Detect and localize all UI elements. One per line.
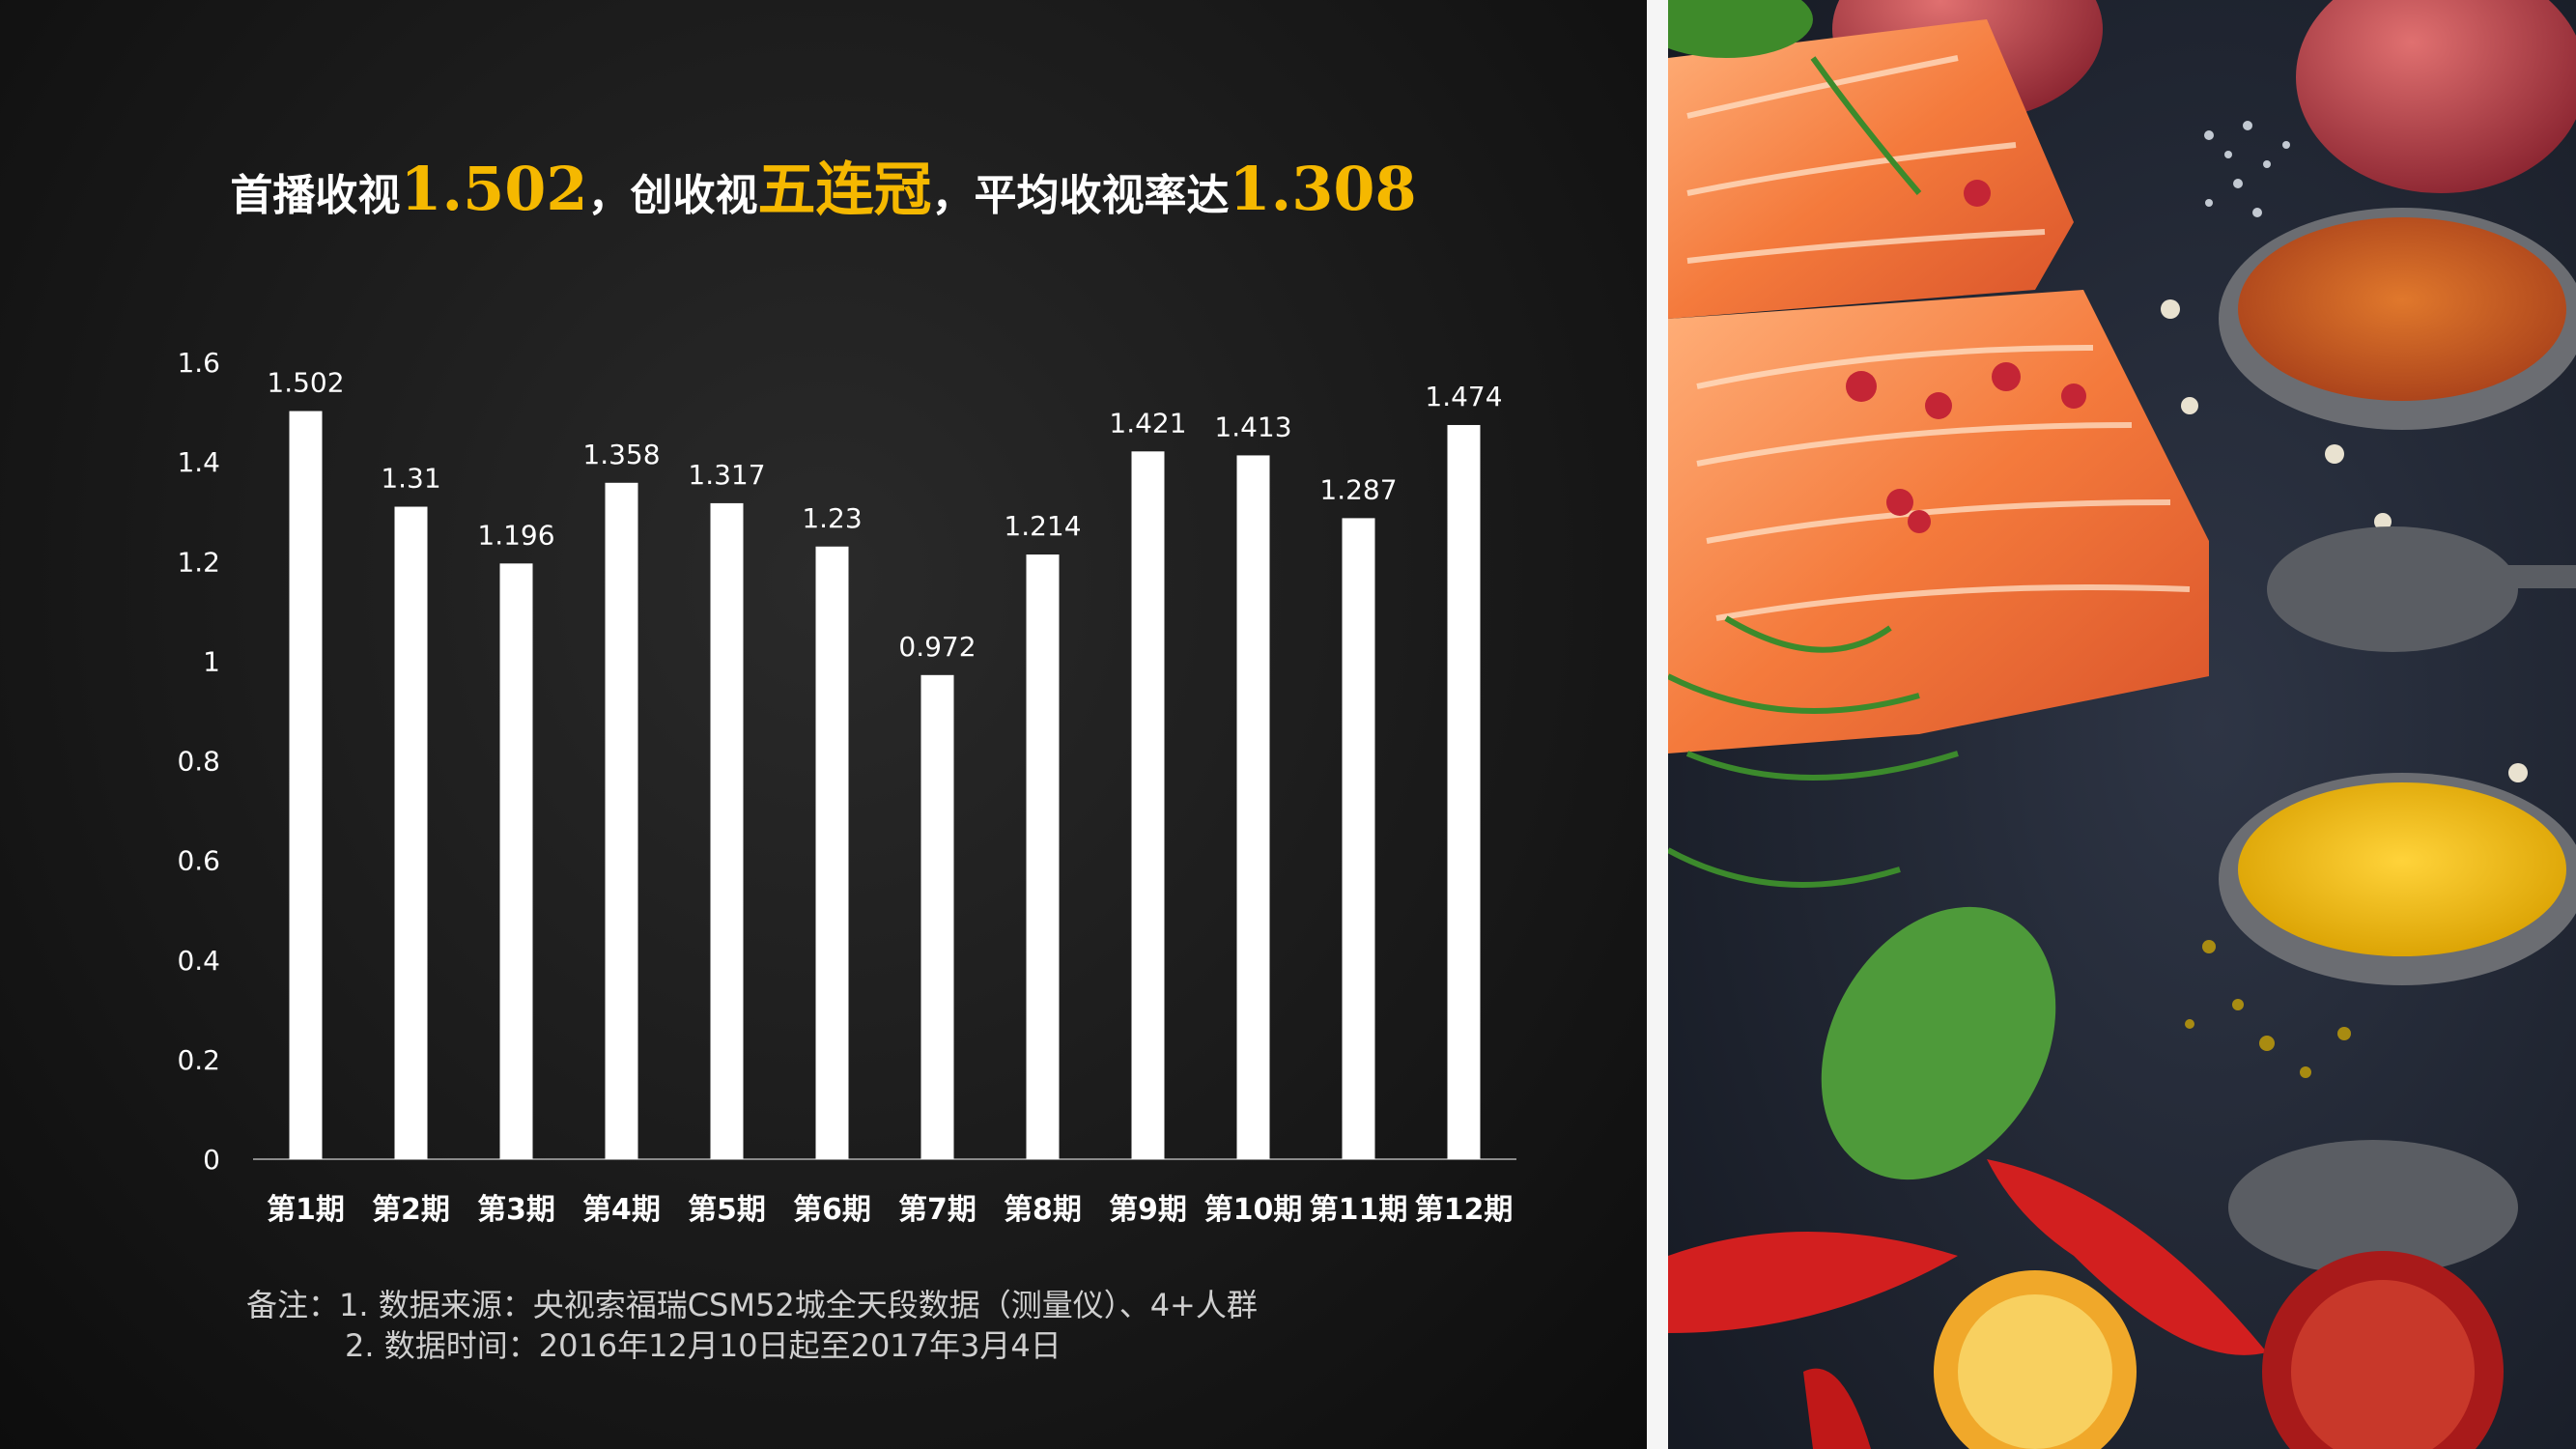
bar — [499, 563, 533, 1159]
x-tick-label: 第10期 — [1204, 1193, 1303, 1227]
notes: 备注：1. 数据来源：央视索福瑞CSM52城全天段数据（测量仪）、4+人群 2.… — [246, 1285, 1258, 1366]
note-line-1: 备注：1. 数据来源：央视索福瑞CSM52城全天段数据（测量仪）、4+人群 — [246, 1287, 1258, 1323]
data-label: 1.358 — [582, 439, 660, 470]
chili-pepper — [1803, 1368, 1871, 1449]
bar — [1026, 554, 1060, 1159]
chart-panel: 首播收视1.502，创收视五连冠，平均收视率达1.308 0 0.2 0.4 0.6 0… — [0, 0, 1647, 1449]
basil-leaf — [1668, 0, 1813, 58]
x-tick-label: 第9期 — [1109, 1193, 1187, 1227]
salmon-fillet — [1668, 19, 2074, 319]
bar — [1447, 424, 1481, 1159]
headline-highlight: 五连冠 — [757, 156, 932, 224]
bar — [1342, 518, 1375, 1159]
y-tick-label: 0.2 — [177, 1044, 220, 1076]
x-tick-label: 第6期 — [793, 1193, 871, 1227]
data-label: 1.413 — [1214, 411, 1291, 442]
bar — [289, 411, 323, 1159]
x-tick-label: 第7期 — [898, 1193, 977, 1227]
bar — [1236, 455, 1270, 1159]
turmeric-dust — [2185, 940, 2351, 1078]
yellow-tomato-flesh — [1958, 1294, 2112, 1449]
data-label: 1.214 — [1004, 510, 1081, 542]
red-tomato-flesh — [2291, 1280, 2475, 1449]
bar — [815, 546, 849, 1159]
x-tick-label: 第11期 — [1310, 1193, 1408, 1227]
headline-value1: 1.502 — [400, 154, 588, 224]
x-tick-label: 第4期 — [582, 1193, 661, 1227]
headline-part3: ，平均收视率达 — [931, 171, 1230, 220]
pink-peppercorns — [1846, 180, 2086, 533]
dill-sprigs — [1668, 56, 1959, 888]
potato — [2296, 0, 2576, 193]
y-tick-label: 0.8 — [177, 746, 220, 778]
x-tick-label: 第3期 — [477, 1193, 555, 1227]
data-label: 1.23 — [802, 502, 862, 534]
y-tick-label: 0.6 — [177, 845, 220, 877]
data-label: 1.196 — [477, 519, 554, 551]
chili-pepper — [1987, 1159, 2267, 1355]
note-line-2: 2. 数据时间：2016年12月10日起至2017年3月4日 — [345, 1327, 1062, 1364]
data-label: 1.31 — [381, 463, 440, 495]
bar-chart: 0 0.2 0.4 0.6 0.8 1 1.2 1.4 1.6 1.502 第1期 1.31 第2期 1.… — [177, 347, 1516, 1227]
x-tick-label: 第2期 — [372, 1193, 450, 1227]
food-photo — [1668, 0, 2576, 1449]
y-tick-label: 0.4 — [177, 945, 220, 977]
bar — [605, 482, 638, 1159]
salt-crystals — [2204, 121, 2290, 217]
x-tick-label: 第12期 — [1415, 1193, 1514, 1227]
x-tick-label: 第8期 — [1004, 1193, 1082, 1227]
y-tick-label: 1 — [203, 645, 220, 677]
divider — [1647, 0, 1668, 1449]
headline-part1: 首播收视 — [230, 171, 401, 220]
data-label: 1.287 — [1319, 473, 1397, 505]
y-tick-label: 1.6 — [177, 347, 220, 379]
headline: 首播收视1.502，创收视五连冠，平均收视率达1.308 — [0, 143, 1647, 227]
basil-leaf — [1821, 906, 2056, 1180]
data-label: 1.421 — [1109, 407, 1186, 439]
headline-part2: ，创收视 — [587, 171, 758, 220]
spoon — [2228, 1140, 2518, 1275]
bar — [920, 674, 954, 1159]
salmon-stripes — [1686, 55, 2191, 621]
x-tick-label: 第5期 — [688, 1193, 766, 1227]
spoon — [2267, 526, 2518, 652]
y-tick-label: 1.2 — [177, 546, 220, 578]
spoon-handle — [2499, 565, 2576, 588]
food-photo-illustration — [1668, 0, 2576, 1449]
data-label: 1.502 — [267, 367, 344, 399]
bar — [1131, 451, 1165, 1159]
y-tick-label: 1.4 — [177, 446, 220, 478]
data-label: 1.474 — [1425, 381, 1502, 412]
bar — [394, 506, 428, 1159]
headline-value2: 1.308 — [1229, 154, 1417, 224]
data-label: 0.972 — [898, 631, 976, 663]
paprika-powder — [2238, 217, 2566, 401]
y-tick-label: 0 — [203, 1144, 220, 1176]
chili-pepper — [1668, 1232, 1958, 1333]
bar — [710, 502, 744, 1159]
data-label: 1.317 — [688, 459, 765, 491]
turmeric-powder — [2238, 782, 2566, 956]
x-tick-label: 第1期 — [267, 1193, 345, 1227]
